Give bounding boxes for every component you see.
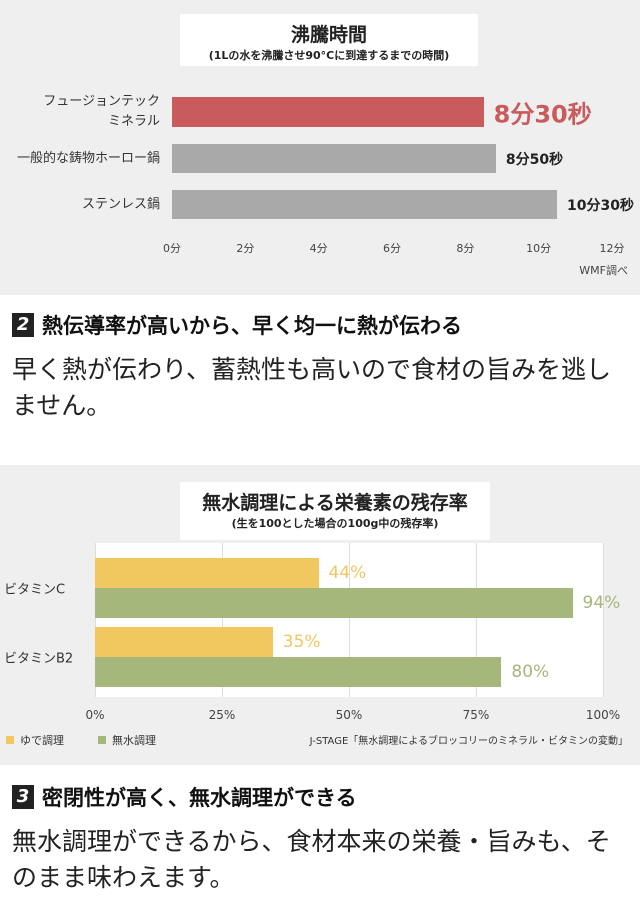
value-label: 35% (282, 632, 321, 652)
section-heading-row: 3 密閉性が高く、無水調理ができる (12, 782, 628, 812)
grid-line (95, 543, 96, 697)
section-number: 3 (12, 785, 34, 809)
source: J-STAGE「無水調理によるブロッコリーのミネラル・ビタミンの変動」 (309, 736, 628, 747)
x-tick-label: 0% (85, 708, 105, 722)
x-tick-label: 4分 (309, 242, 328, 255)
note: WMF調べ (579, 264, 628, 277)
legend-label: ゆで調理 (20, 734, 64, 747)
section: 2 熱伝導率が高いから、早く均一に熱が伝わる 早く熱が伝わり、蓄熱性も高いので食材… (12, 310, 628, 424)
value-label: 44% (328, 563, 367, 583)
x-tick-label: 8分 (456, 242, 475, 255)
x-tick-label: 50% (335, 708, 363, 722)
x-tick-label: 0分 (163, 242, 181, 255)
legend-label: 無水調理 (112, 734, 156, 747)
section-body: 早く熱が伝わり、蓄熱性も高いので食材の旨みを逃しません。 (12, 355, 612, 420)
bar (95, 657, 502, 687)
x-tick-label: 75% (462, 708, 490, 722)
category-label: 一般的な鋳物ホーロー鍋 (16, 150, 160, 166)
value-label: 94% (582, 593, 621, 613)
bar (95, 588, 573, 618)
value-label: 8分50秒 (505, 151, 564, 168)
category-label: ビタミンC (4, 582, 66, 598)
chart-subtitle: (生を100とした場合の100g中の残存率) (231, 517, 439, 530)
legend-swatch (98, 736, 106, 744)
grid-line (603, 543, 604, 697)
bar (95, 627, 273, 657)
grid-line (476, 543, 477, 697)
title-box: 無水調理による栄養素の残存率 (生を100とした場合の100g中の残存率) (180, 482, 490, 540)
section-body: 無水調理ができるから、食材本来の栄養・旨みも、そのまま味わえます。 (12, 827, 611, 892)
x-tick-label: 25% (208, 708, 236, 722)
value-label: 8分30秒 (493, 100, 592, 129)
category-label: フュージョンテック ミネラル (43, 94, 160, 129)
chart-panel: 沸騰時間 (1Lの水を沸騰させ90°Cに到達するまでの時間) フュージョンテック… (0, 0, 640, 295)
category-label: ビタミンB2 (4, 651, 74, 667)
x-tick-label: 10分 (526, 242, 552, 255)
section-heading-row: 2 熱伝導率が高いから、早く均一に熱が伝わる (12, 310, 628, 340)
grid-line (349, 543, 350, 697)
category-label: ステンレス鍋 (81, 196, 160, 212)
x-tick-label: 2分 (236, 242, 255, 255)
x-tick-label: 12分 (599, 242, 625, 255)
bar (172, 97, 484, 127)
section-heading: 密閉性が高く、無水調理ができる (42, 786, 357, 810)
chart-subtitle: (1Lの水を沸騰させ90°Cに到達するまでの時間) (208, 49, 450, 62)
value-label: 80% (511, 662, 550, 682)
grid-line (222, 543, 223, 697)
section-heading: 熱伝導率が高いから、早く均一に熱が伝わる (42, 314, 462, 338)
x-tick-label: 6分 (383, 242, 401, 255)
title-box: 沸騰時間 (1Lの水を沸騰させ90°Cに到達するまでの時間) (180, 14, 478, 66)
section-number: 2 (12, 313, 34, 337)
legend-swatch (6, 736, 14, 744)
bar (95, 558, 319, 588)
bar (172, 144, 496, 173)
value-label: 10分30秒 (567, 197, 634, 214)
section: 3 密閉性が高く、無水調理ができる 無水調理ができるから、食材本来の栄養・旨みも、… (12, 782, 628, 896)
x-tick-label: 100% (585, 708, 621, 722)
chart-title: 沸騰時間 (290, 24, 367, 46)
chart-title: 無水調理による栄養素の残存率 (202, 492, 468, 514)
bar (172, 190, 557, 219)
chart-panel: 無水調理による栄養素の残存率 (生を100とした場合の100g中の残存率) 0%… (0, 465, 640, 765)
